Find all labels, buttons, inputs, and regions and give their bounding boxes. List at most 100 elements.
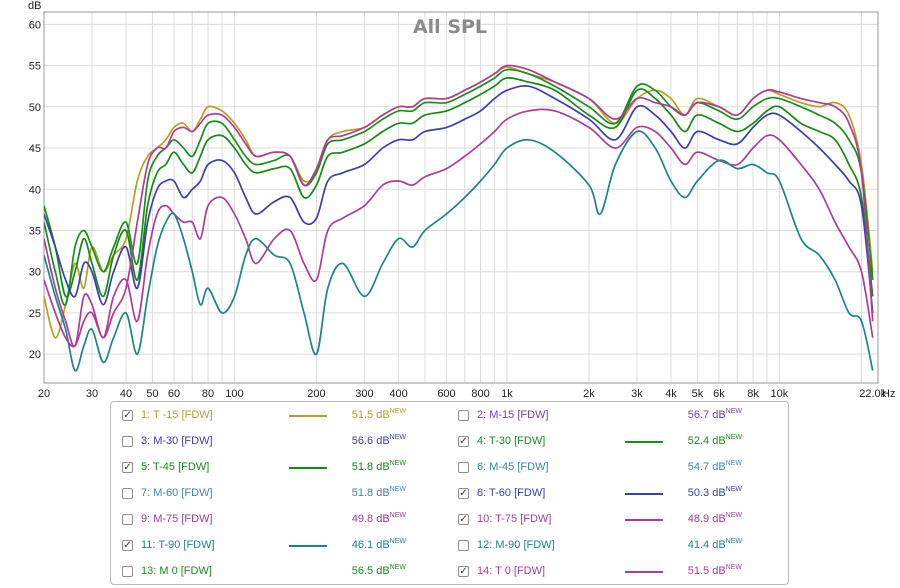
legend-item-name: 9: M-75 [FDW]: [141, 513, 213, 525]
legend-item: ✓ 5: T-45 [FDW] 51.8 dBNEW: [122, 457, 452, 479]
legend-value-text: 51.8 dB: [351, 461, 390, 473]
new-badge: NEW: [725, 512, 742, 519]
x-tick-label: 30: [86, 388, 98, 400]
x-tick-label: 40: [120, 388, 132, 400]
legend-swatch: [289, 415, 327, 417]
legend-swatch: [289, 467, 327, 469]
series-line-7: [44, 64, 874, 348]
legend-value-text: 41.4 dB: [687, 539, 726, 551]
x-tick-label: 1k: [501, 388, 513, 400]
legend-value-text: 51.8 dB: [351, 487, 390, 499]
checkbox-unchecked[interactable]: [458, 540, 469, 551]
legend-value-text: 51.5 dB: [687, 565, 726, 577]
legend-item: 13: M 0 [FDW] 56.5 dBNEW: [122, 561, 452, 583]
legend-item: ✓ 11: T-90 [FDW] 46.1 dBNEW: [122, 535, 452, 557]
new-badge: NEW: [725, 460, 742, 467]
legend-value-text: 52.4 dB: [687, 435, 726, 447]
checkbox-unchecked[interactable]: [122, 514, 133, 525]
series-line-3: [44, 77, 874, 298]
legend-item: 7: M-60 [FDW] 51.8 dBNEW: [122, 483, 452, 505]
checkbox-unchecked[interactable]: [122, 488, 133, 499]
x-tick-label: 3k: [631, 388, 643, 400]
legend-item-value: 51.8 dBNEW: [346, 486, 406, 499]
legend-item: 6: M-45 [FDW] 54.7 dBNEW: [458, 457, 788, 479]
y-tick-label: 20: [29, 349, 41, 361]
checkbox-checked[interactable]: ✓: [458, 436, 469, 447]
legend-item-name: 12: M-90 [FDW]: [477, 539, 555, 551]
legend-item: ✓ 4: T-30 [FDW] 52.4 dBNEW: [458, 431, 788, 453]
new-badge: NEW: [389, 512, 406, 519]
legend-swatch: [625, 571, 663, 573]
legend-item-name: 14: T 0 [FDW]: [477, 565, 546, 577]
new-badge: NEW: [389, 486, 406, 493]
legend-item-value: 51.5 dBNEW: [346, 408, 406, 421]
legend-value-text: 46.1 dB: [351, 539, 390, 551]
legend-item-name: 3: M-30 [FDW]: [141, 435, 213, 447]
checkbox-unchecked[interactable]: [122, 436, 133, 447]
legend-item-value: 51.8 dBNEW: [346, 460, 406, 473]
y-tick-label: 40: [29, 184, 41, 196]
checkbox-checked[interactable]: ✓: [458, 488, 469, 499]
legend-item-value: 56.6 dBNEW: [346, 434, 406, 447]
legend-item-name: 2: M-15 [FDW]: [477, 409, 549, 421]
x-tick-label: 20: [38, 388, 50, 400]
x-ticks: 20 30 40 50 60 80 100 200 300 400 600 800 1k 2k 3k 4k 5k…: [38, 388, 887, 400]
legend-item-value: 51.5 dBNEW: [682, 564, 742, 577]
legend-item: ✓ 10: T-75 [FDW] 48.9 dBNEW: [458, 509, 788, 531]
checkbox-checked[interactable]: ✓: [458, 514, 469, 525]
checkbox-unchecked[interactable]: [458, 410, 469, 421]
new-badge: NEW: [389, 460, 406, 467]
legend-swatch: [289, 545, 327, 547]
y-axis-label: dB: [28, 0, 41, 12]
legend-item-value: 56.7 dBNEW: [682, 408, 742, 421]
plot-frame: [43, 11, 879, 384]
legend-item-name: 11: T-90 [FDW]: [141, 539, 215, 551]
legend-value-text: 56.7 dB: [687, 409, 726, 421]
legend-item-value: 50.3 dBNEW: [682, 486, 742, 499]
y-ticks: 20 25 30 35 40 45 50 55 60: [29, 19, 41, 361]
x-tick-label: 2k: [583, 388, 595, 400]
new-badge: NEW: [389, 538, 406, 545]
checkbox-checked[interactable]: ✓: [122, 462, 133, 473]
legend-item-value: 41.4 dBNEW: [682, 538, 742, 551]
legend-item: ✓ 1: T -15 [FDW] 51.5 dBNEW: [122, 405, 452, 427]
y-tick-label: 45: [29, 143, 41, 155]
legend-item-name: 8: T-60 [FDW]: [477, 487, 546, 499]
legend-item: 3: M-30 [FDW] 56.6 dBNEW: [122, 431, 452, 453]
checkbox-checked[interactable]: ✓: [458, 566, 469, 577]
legend-item-name: 5: T-45 [FDW]: [141, 461, 210, 473]
y-tick-label: 50: [29, 102, 41, 114]
x-tick-label: 8k: [747, 388, 759, 400]
legend-item-name: 6: M-45 [FDW]: [477, 461, 549, 473]
y-tick-label: 60: [29, 19, 41, 31]
new-badge: NEW: [389, 408, 406, 415]
legend-item: 2: M-15 [FDW] 56.7 dBNEW: [458, 405, 788, 427]
legend-item-value: 49.8 dBNEW: [346, 512, 406, 525]
checkbox-unchecked[interactable]: [458, 462, 469, 473]
x-tick-label: 5k: [692, 388, 704, 400]
new-badge: NEW: [389, 564, 406, 571]
legend-item-name: 10: T-75 [FDW]: [477, 513, 552, 525]
checkbox-checked[interactable]: ✓: [122, 410, 133, 421]
legend-value-text: 56.6 dB: [351, 435, 390, 447]
checkbox-checked[interactable]: ✓: [122, 540, 133, 551]
legend-item-name: 13: M 0 [FDW]: [141, 565, 212, 577]
series-lines: [44, 64, 874, 372]
x-tick-label: 4k: [665, 388, 677, 400]
checkbox-unchecked[interactable]: [122, 566, 133, 577]
legend: ✓ 1: T -15 [FDW] 51.5 dBNEW 2: M-15 [FDW] 56…: [110, 401, 789, 585]
x-tick-label: 800: [471, 388, 489, 400]
x-tick-label: 80: [202, 388, 214, 400]
legend-swatch: [625, 441, 663, 443]
legend-swatch: [625, 493, 663, 495]
legend-item: ✓ 14: T 0 [FDW] 51.5 dBNEW: [458, 561, 788, 583]
legend-item-value: 54.7 dBNEW: [682, 460, 742, 473]
chart-title: All SPL: [413, 16, 487, 38]
legend-value-text: 49.8 dB: [351, 513, 390, 525]
x-tick-label: 10k: [771, 388, 789, 400]
new-badge: NEW: [725, 408, 742, 415]
legend-item-name: 7: M-60 [FDW]: [141, 487, 213, 499]
x-axis-label: Hz: [882, 388, 895, 400]
legend-value-text: 48.9 dB: [687, 513, 726, 525]
legend-item: ✓ 8: T-60 [FDW] 50.3 dBNEW: [458, 483, 788, 505]
